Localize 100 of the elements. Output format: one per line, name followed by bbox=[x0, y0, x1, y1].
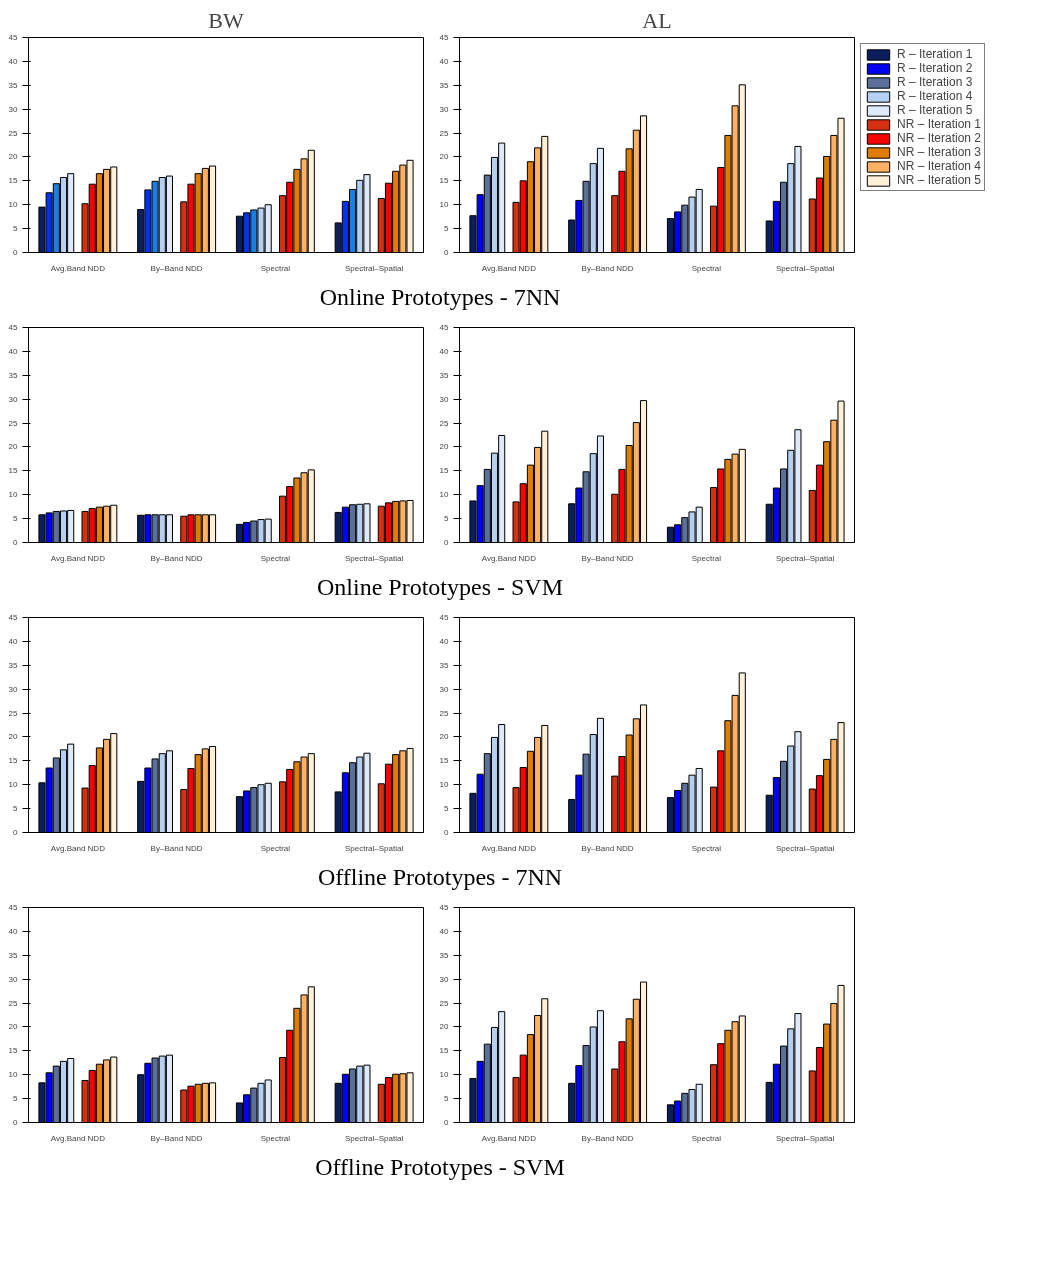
y-tick-label: 0 bbox=[13, 248, 19, 257]
y-tick-label: 30 bbox=[8, 974, 19, 984]
y-tick-label: 10 bbox=[439, 200, 450, 210]
x-tick-label: Avg.Band NDD bbox=[481, 553, 537, 563]
y-tick-label: 35 bbox=[439, 660, 450, 670]
y-tick-label: 20 bbox=[8, 1022, 19, 1032]
y-tick-label: 10 bbox=[439, 1070, 450, 1080]
x-tick-label: Spectral–Spatial bbox=[345, 553, 404, 563]
y-tick-label: 40 bbox=[8, 346, 19, 356]
legend-label: NR – Iteration 3 bbox=[897, 145, 982, 159]
y-tick-label: 35 bbox=[439, 80, 450, 90]
x-tick-label: Spectral–Spatial bbox=[776, 843, 835, 853]
y-tick-label: 35 bbox=[8, 660, 19, 670]
y-tick-label: 25 bbox=[439, 708, 450, 718]
y-tick-label: 25 bbox=[439, 128, 450, 138]
y-tick-label: 25 bbox=[8, 418, 19, 428]
legend-label: R – Iteration 4 bbox=[897, 89, 973, 103]
x-tick-label: Spectral–Spatial bbox=[345, 263, 404, 273]
y-tick-label: 0 bbox=[13, 538, 19, 547]
y-tick-label: 40 bbox=[439, 636, 450, 646]
y-tick-label: 10 bbox=[439, 490, 450, 500]
y-tick-label: 0 bbox=[444, 538, 450, 547]
y-tick-label: 10 bbox=[8, 200, 19, 210]
y-tick-label: 45 bbox=[439, 903, 450, 912]
y-tick-label: 45 bbox=[8, 903, 19, 912]
y-tick-label: 5 bbox=[444, 224, 450, 234]
x-tick-label: By–Band NDD bbox=[150, 843, 203, 853]
legend-label: R – Iteration 1 bbox=[897, 47, 973, 61]
y-tick-label: 40 bbox=[8, 636, 19, 646]
y-tick-label: 20 bbox=[439, 1022, 450, 1032]
x-tick-label: Spectral–Spatial bbox=[345, 843, 404, 853]
x-tick-label: Spectral bbox=[260, 263, 291, 273]
y-tick-label: 45 bbox=[8, 323, 19, 332]
y-tick-label: 20 bbox=[439, 152, 450, 162]
y-tick-label: 40 bbox=[439, 926, 450, 936]
y-tick-label: 5 bbox=[444, 1094, 450, 1104]
y-tick-label: 15 bbox=[439, 756, 450, 766]
legend-label: NR – Iteration 4 bbox=[897, 159, 982, 173]
y-tick-label: 15 bbox=[8, 756, 19, 766]
y-tick-label: 45 bbox=[8, 33, 19, 42]
y-tick-label: 15 bbox=[439, 176, 450, 186]
y-tick-label: 30 bbox=[8, 394, 19, 404]
legend-label: R – Iteration 5 bbox=[897, 103, 973, 117]
y-tick-label: 10 bbox=[8, 780, 19, 790]
x-tick-label: Spectral bbox=[691, 263, 722, 273]
x-tick-label: Spectral bbox=[691, 553, 722, 563]
y-tick-label: 45 bbox=[439, 33, 450, 42]
legend-label: NR – Iteration 1 bbox=[897, 117, 982, 131]
y-tick-label: 35 bbox=[8, 80, 19, 90]
y-tick-label: 20 bbox=[439, 442, 450, 452]
x-tick-label: Spectral bbox=[260, 843, 291, 853]
y-tick-label: 15 bbox=[439, 1046, 450, 1056]
text: Online Prototypes - 7NN bbox=[318, 283, 562, 312]
y-tick-label: 5 bbox=[13, 224, 19, 234]
y-tick-label: 10 bbox=[8, 490, 19, 500]
chart-title: BW bbox=[208, 7, 244, 33]
y-tick-label: 25 bbox=[8, 998, 19, 1008]
y-tick-label: 40 bbox=[439, 346, 450, 356]
x-tick-label: Avg.Band NDD bbox=[50, 843, 106, 853]
x-tick-label: By–Band NDD bbox=[150, 1133, 203, 1143]
chart-title: AL bbox=[642, 7, 672, 33]
x-tick-label: Spectral–Spatial bbox=[345, 1133, 404, 1143]
y-tick-label: 5 bbox=[13, 514, 19, 524]
y-tick-label: 40 bbox=[8, 56, 19, 66]
y-tick-label: 30 bbox=[439, 394, 450, 404]
y-tick-label: 25 bbox=[8, 128, 19, 138]
y-tick-label: 5 bbox=[13, 1094, 19, 1104]
x-tick-label: Spectral–Spatial bbox=[776, 1133, 835, 1143]
y-tick-label: 20 bbox=[8, 732, 19, 742]
y-tick-label: 40 bbox=[8, 926, 19, 936]
y-tick-label: 10 bbox=[8, 1070, 19, 1080]
x-tick-label: By–Band NDD bbox=[581, 553, 634, 563]
y-tick-label: 30 bbox=[439, 974, 450, 984]
y-tick-label: 30 bbox=[439, 684, 450, 694]
y-tick-label: 35 bbox=[439, 950, 450, 960]
x-tick-label: Spectral–Spatial bbox=[776, 553, 835, 563]
x-tick-label: Spectral bbox=[260, 1133, 291, 1143]
y-tick-label: 40 bbox=[439, 56, 450, 66]
y-tick-label: 15 bbox=[439, 466, 450, 476]
x-tick-label: Avg.Band NDD bbox=[481, 843, 537, 853]
y-tick-label: 20 bbox=[8, 442, 19, 452]
text: Online Prototypes - SVM bbox=[316, 573, 564, 602]
y-tick-label: 35 bbox=[8, 950, 19, 960]
y-tick-label: 5 bbox=[444, 804, 450, 814]
y-tick-label: 30 bbox=[8, 104, 19, 114]
y-tick-label: 45 bbox=[8, 613, 19, 622]
legend-label: NR – Iteration 5 bbox=[897, 173, 982, 187]
x-tick-label: Spectral bbox=[691, 843, 722, 853]
x-tick-label: Spectral bbox=[260, 553, 291, 563]
x-tick-label: By–Band NDD bbox=[581, 1133, 634, 1143]
text: Offline Prototypes - 7NN bbox=[316, 863, 564, 892]
y-tick-label: 10 bbox=[439, 780, 450, 790]
y-tick-label: 15 bbox=[8, 1046, 19, 1056]
x-tick-label: Spectral bbox=[691, 1133, 722, 1143]
y-tick-label: 45 bbox=[439, 613, 450, 622]
y-tick-label: 25 bbox=[439, 418, 450, 428]
y-tick-label: 5 bbox=[444, 514, 450, 524]
legend-label: NR – Iteration 2 bbox=[897, 131, 982, 145]
y-tick-label: 35 bbox=[439, 370, 450, 380]
x-tick-label: Avg.Band NDD bbox=[50, 553, 106, 563]
